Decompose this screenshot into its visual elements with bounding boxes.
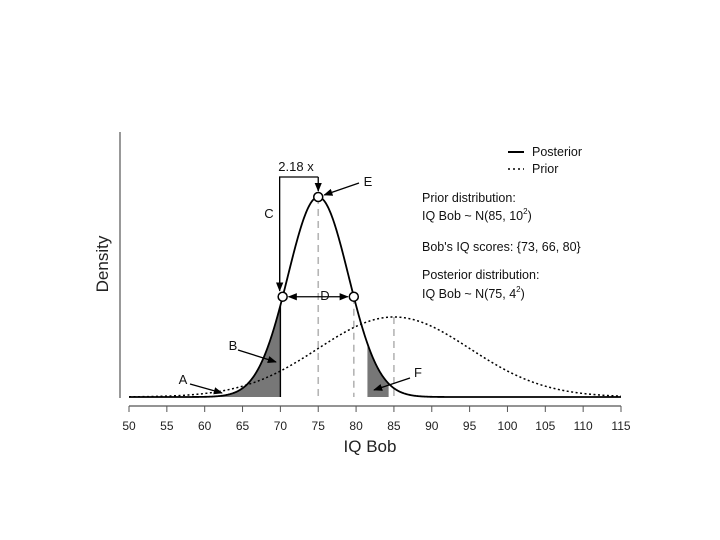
curve-point-3 <box>348 291 360 302</box>
scores-text: Bob's IQ scores: {73, 66, 80} <box>422 240 581 254</box>
shaded-areas <box>129 305 389 397</box>
posterior-formula-close: ) <box>521 287 525 301</box>
x-tick-label-110: 110 <box>574 419 593 433</box>
x-tick-label-105: 105 <box>535 419 555 433</box>
posterior-heading: Posterior distribution: <box>422 268 539 282</box>
prior-formula: IQ Bob ~ N(85, 102) <box>422 207 532 223</box>
legend-posterior-label: Posterior <box>532 145 582 159</box>
curve-point-2 <box>277 291 288 302</box>
posterior-formula-main: IQ Bob ~ N(75, 4 <box>422 287 516 301</box>
posterior-formula-exp: 2 <box>516 285 521 294</box>
x-tick-label-85: 85 <box>387 419 401 433</box>
prior-heading: Prior distribution: <box>422 191 516 205</box>
y-axis-title: Density <box>93 235 112 292</box>
prior-formula-close: ) <box>528 209 532 223</box>
prior-formula-exp: 2 <box>523 207 528 216</box>
x-tick-label-100: 100 <box>497 419 517 433</box>
annotations: 2.18 x C E D B A F <box>179 159 422 395</box>
label-D: D <box>320 288 329 303</box>
x-tick-label-50: 50 <box>122 419 136 433</box>
prior-formula-main: IQ Bob ~ N(85, 10 <box>422 209 523 223</box>
arrow-A <box>189 383 223 395</box>
x-tick-label-80: 80 <box>349 419 363 433</box>
ratio-label: 2.18 x <box>278 159 314 174</box>
x-tick-label-60: 60 <box>198 419 212 433</box>
label-E: E <box>364 174 373 189</box>
curve-points <box>277 191 360 302</box>
shaded-region-1 <box>129 305 281 397</box>
axes <box>119 132 621 407</box>
x-tick-label-115: 115 <box>611 419 630 433</box>
prior-curve <box>128 316 622 398</box>
label-A: A <box>179 372 188 387</box>
label-F: F <box>414 365 422 380</box>
x-ticks: 50 55 60 65 70 75 80 85 90 95 100 105 110 115 <box>122 406 631 433</box>
density-curves <box>128 196 622 398</box>
posterior-formula: IQ Bob ~ N(75, 42) <box>422 285 525 301</box>
x-tick-label-95: 95 <box>463 419 477 433</box>
legend: Posterior Prior <box>508 145 582 176</box>
info-block: Prior distribution: IQ Bob ~ N(85, 102) … <box>422 191 581 301</box>
x-tick-label-75: 75 <box>312 419 326 433</box>
x-tick-label-65: 65 <box>236 419 250 433</box>
posterior-curve <box>129 196 621 398</box>
arrow-B <box>237 349 277 364</box>
label-B: B <box>229 338 238 353</box>
curve-point-1 <box>312 191 324 203</box>
x-axis-title: IQ Bob <box>344 437 397 456</box>
x-tick-label-55: 55 <box>160 419 174 433</box>
label-C: C <box>264 206 273 221</box>
arrow-F <box>373 377 411 391</box>
arrow-E <box>323 182 360 196</box>
x-tick-label-70: 70 <box>274 419 288 433</box>
legend-prior-label: Prior <box>532 162 558 176</box>
x-tick-label-90: 90 <box>425 419 439 433</box>
